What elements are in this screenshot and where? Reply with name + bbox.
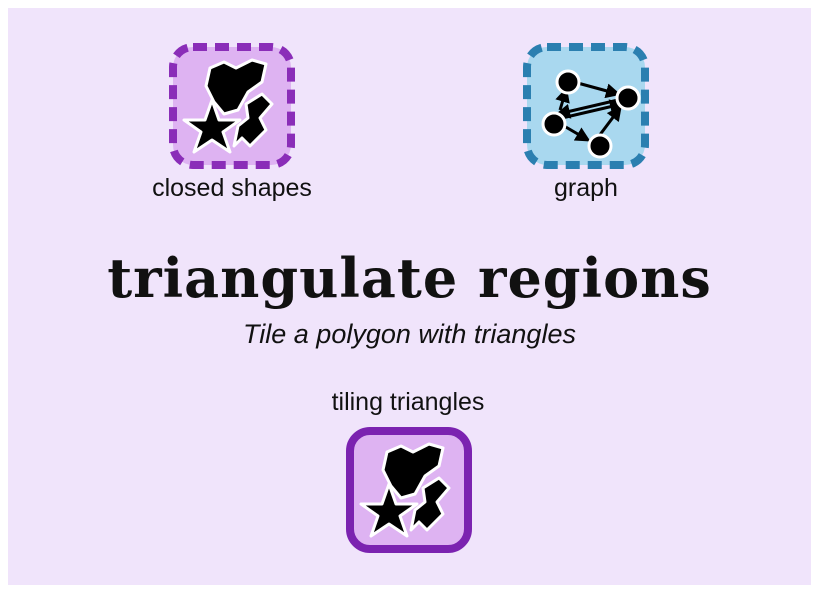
closed-shapes-icon[interactable] (168, 42, 296, 170)
graph-icon[interactable] (522, 42, 650, 170)
diagram-title: triangulate regions (107, 246, 712, 310)
diagram-subtitle: Tile a polygon with triangles (243, 319, 576, 349)
tiling-triangles-label: tiling triangles (331, 388, 485, 416)
closed-shapes-label: closed shapes (152, 174, 312, 202)
tiling-triangles-icon[interactable] (345, 426, 473, 554)
graph-label: graph (554, 174, 618, 202)
diagram-panel: closed shapes (8, 8, 811, 585)
